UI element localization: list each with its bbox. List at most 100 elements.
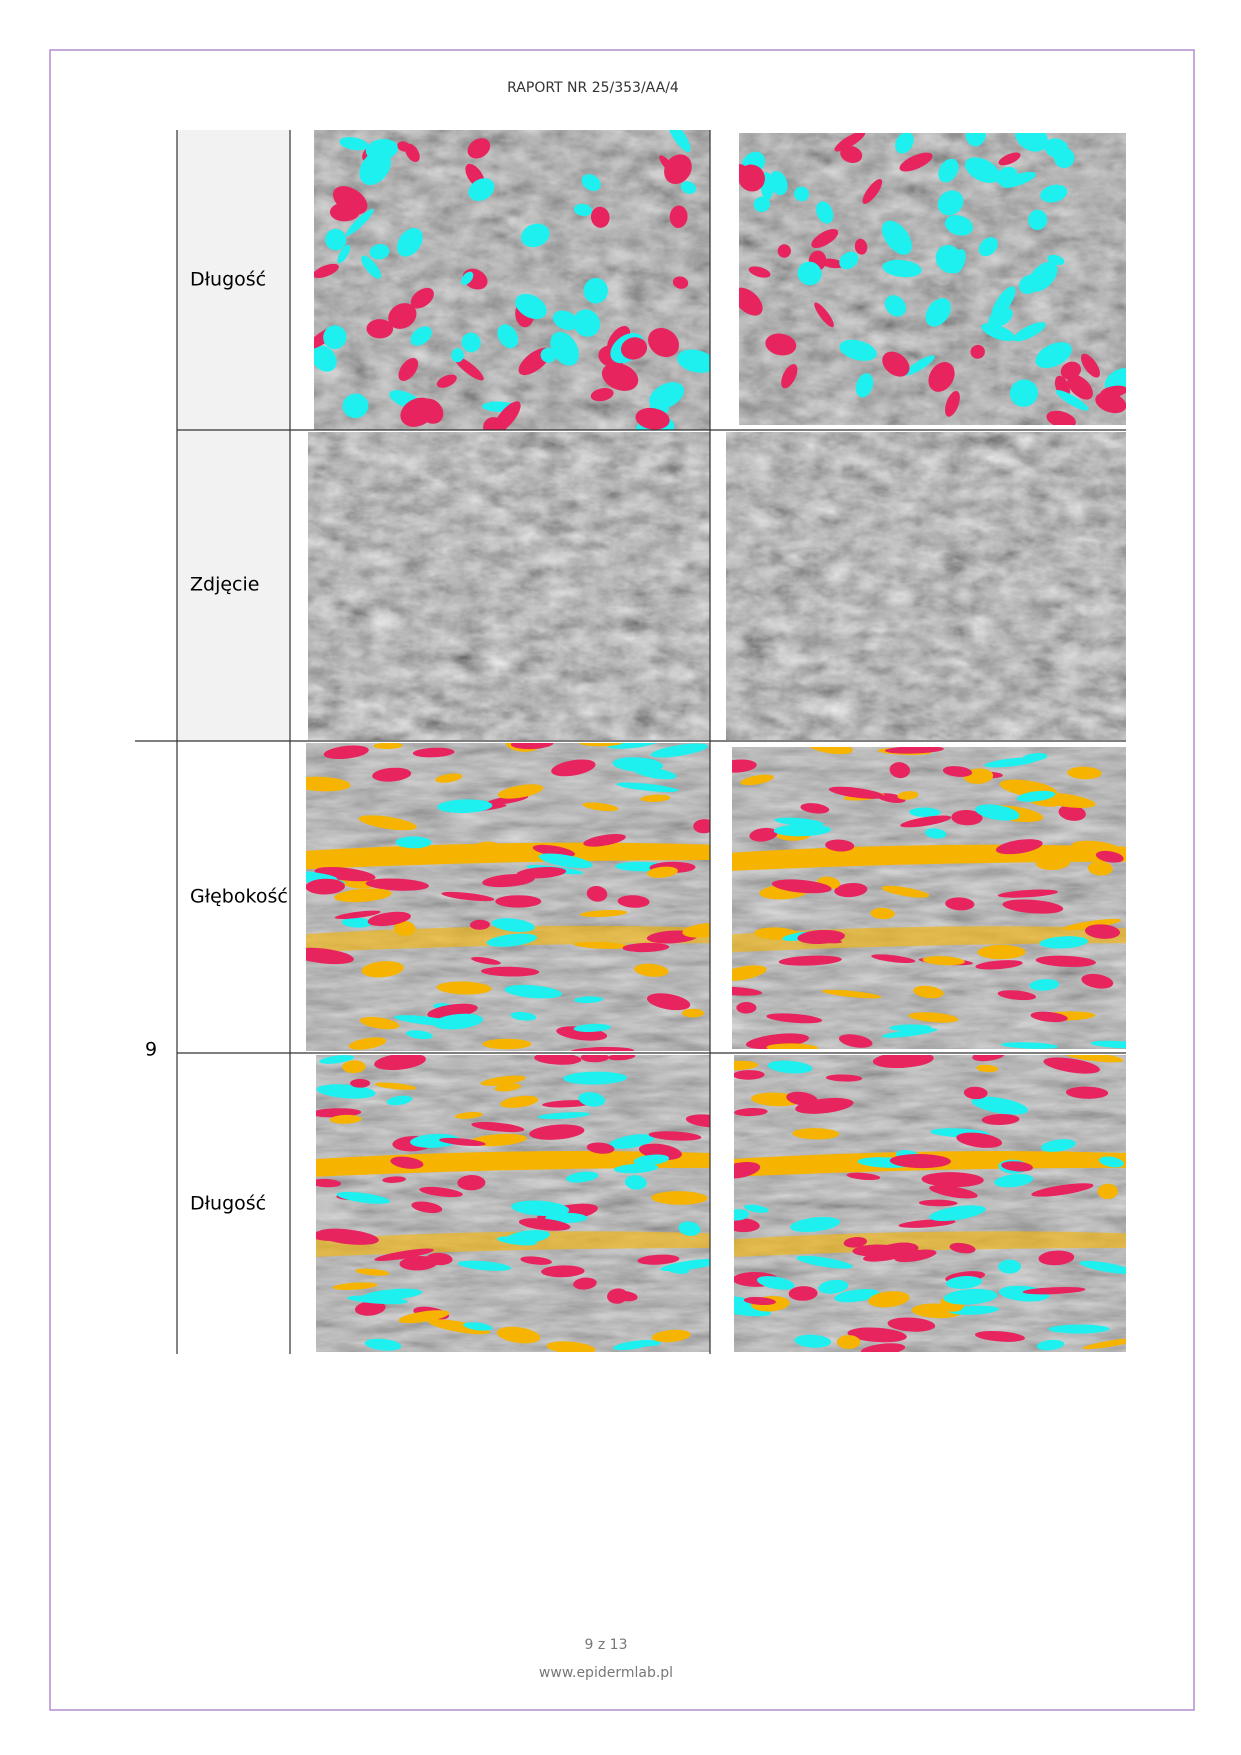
blob	[339, 136, 369, 151]
blob	[563, 1071, 627, 1085]
blob	[496, 1326, 541, 1344]
blob	[314, 345, 337, 372]
blob	[884, 295, 907, 317]
blob	[607, 1055, 636, 1061]
overlay	[739, 133, 1126, 425]
blob	[329, 1114, 362, 1124]
blob	[395, 836, 432, 849]
row-label: Głębokość	[190, 886, 288, 908]
blob	[511, 1200, 570, 1217]
blob	[734, 1218, 760, 1233]
blob	[913, 985, 944, 999]
blob	[552, 310, 579, 331]
blob	[354, 1300, 386, 1316]
blob	[894, 1249, 937, 1263]
blob	[454, 1111, 483, 1119]
blob	[1055, 389, 1089, 411]
blob	[622, 942, 670, 953]
blob	[814, 302, 834, 328]
blob	[1095, 392, 1126, 414]
blob	[774, 817, 824, 827]
blob	[854, 238, 868, 255]
blob	[394, 1015, 457, 1026]
blob	[995, 839, 1043, 855]
blob	[797, 929, 845, 945]
blob	[1022, 753, 1048, 762]
blob	[862, 178, 883, 204]
blob	[956, 1132, 1003, 1148]
blob	[769, 170, 788, 195]
blob	[1081, 973, 1114, 989]
blob	[949, 1242, 976, 1254]
blob	[811, 229, 839, 249]
blob	[520, 1256, 552, 1265]
blob	[924, 828, 947, 839]
photo	[308, 432, 710, 740]
blob	[988, 307, 1013, 328]
blob	[491, 918, 535, 932]
blob	[922, 956, 965, 966]
blob	[332, 1282, 378, 1290]
blob	[1090, 1040, 1126, 1049]
blob	[346, 208, 374, 236]
blob	[366, 319, 394, 339]
blob	[681, 1008, 705, 1018]
blob	[540, 347, 556, 363]
blob	[1000, 1042, 1059, 1049]
blob	[316, 1178, 342, 1188]
blob	[586, 1142, 615, 1154]
blob	[882, 351, 910, 377]
blob	[1067, 374, 1093, 400]
blob	[1031, 1183, 1094, 1197]
table-lines	[135, 130, 1126, 1354]
blob	[840, 145, 863, 163]
blob	[410, 1133, 460, 1148]
blob	[410, 326, 432, 346]
blob	[781, 364, 798, 389]
blob	[573, 203, 593, 217]
blob	[1082, 1338, 1126, 1350]
blob	[481, 966, 540, 977]
blob	[505, 1230, 551, 1244]
blob	[904, 355, 935, 376]
blob	[590, 388, 614, 402]
blob	[364, 1338, 402, 1351]
blob	[469, 919, 490, 930]
blob	[975, 804, 1020, 821]
blob	[965, 133, 986, 147]
blob	[945, 390, 960, 417]
blob	[881, 220, 912, 255]
blob	[677, 349, 710, 373]
blob	[734, 1209, 750, 1221]
blob	[486, 933, 538, 947]
blob	[834, 883, 868, 898]
blob	[393, 920, 416, 936]
blob	[1027, 261, 1058, 292]
blob	[836, 1335, 861, 1349]
blob	[617, 895, 650, 908]
blob	[358, 815, 417, 831]
blob	[838, 1034, 873, 1048]
blob	[925, 298, 951, 327]
blob	[1049, 1151, 1078, 1162]
blob	[348, 1037, 387, 1050]
blob	[510, 1011, 537, 1021]
blob	[1104, 368, 1126, 392]
blob	[1040, 1139, 1076, 1152]
blob	[975, 960, 1023, 970]
blob	[839, 339, 877, 361]
blob	[439, 1137, 486, 1146]
blob	[541, 1265, 585, 1278]
blob	[972, 1055, 1005, 1062]
blob	[319, 1055, 355, 1064]
blob	[573, 309, 601, 337]
blob	[350, 1078, 371, 1088]
blob	[870, 907, 895, 920]
blob	[786, 1091, 818, 1106]
blob	[1080, 353, 1100, 378]
header-title: RAPORT NR 25/353/AA/4	[507, 80, 679, 96]
blob	[573, 941, 631, 949]
blob	[994, 1173, 1034, 1188]
blob	[1063, 1055, 1124, 1063]
blob	[518, 1218, 571, 1231]
